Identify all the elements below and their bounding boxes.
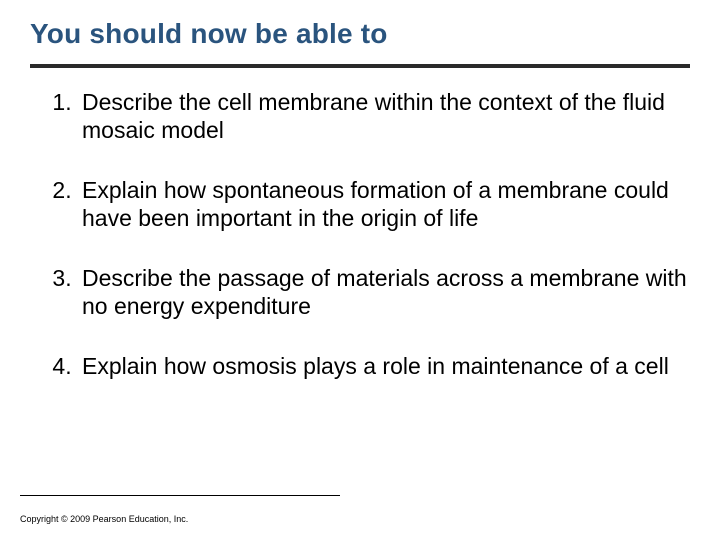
list-item: Describe the cell membrane within the co… xyxy=(78,88,690,144)
copyright-text: Copyright © 2009 Pearson Education, Inc. xyxy=(20,514,188,524)
list-item: Describe the passage of materials across… xyxy=(78,264,690,320)
objectives-list: Describe the cell membrane within the co… xyxy=(30,88,690,380)
slide-title: You should now be able to xyxy=(30,18,690,50)
slide-container: You should now be able to Describe the c… xyxy=(0,0,720,540)
list-item: Explain how osmosis plays a role in main… xyxy=(78,352,690,380)
title-divider xyxy=(30,64,690,68)
list-item: Explain how spontaneous formation of a m… xyxy=(78,176,690,232)
footer-divider xyxy=(20,495,340,496)
